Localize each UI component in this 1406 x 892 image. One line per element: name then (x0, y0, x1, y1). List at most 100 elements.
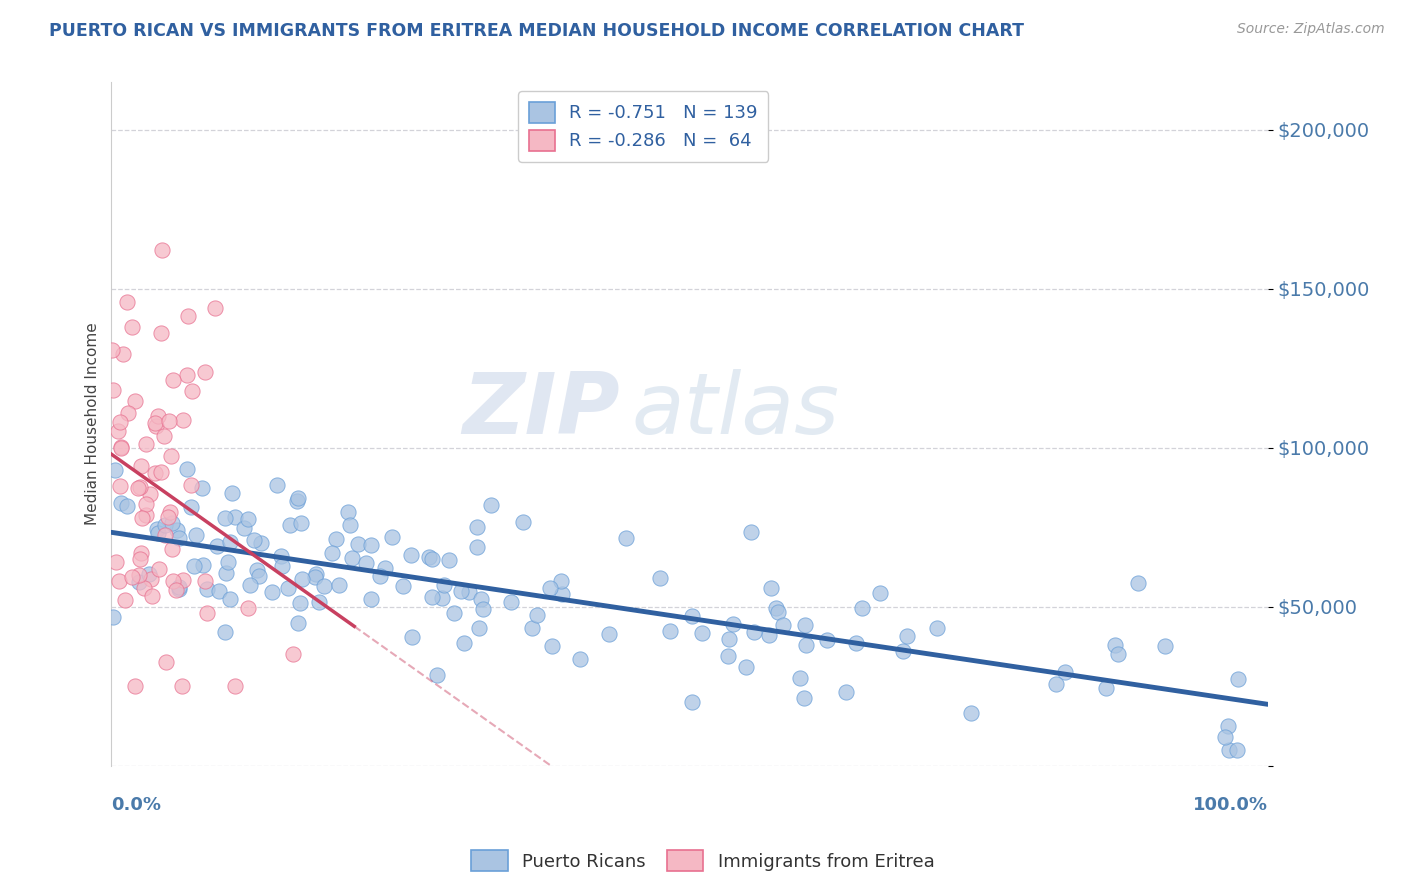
Point (193, 558, 215, 572)
Point (236, 512, 259, 526)
Point (105, 555, 128, 569)
Point (1104, 638, 1126, 652)
Point (721, 616, 744, 631)
Point (239, 578, 262, 592)
Point (845, 636, 868, 650)
Point (166, 523, 188, 537)
Point (659, 624, 682, 638)
Point (692, 625, 714, 640)
Point (115, 499, 138, 513)
Point (176, 368, 198, 383)
Point (740, 525, 762, 540)
Point (347, 537, 370, 551)
Point (896, 629, 918, 643)
Point (110, 415, 132, 429)
Point (153, 517, 176, 532)
Point (183, 559, 205, 574)
Point (172, 679, 194, 693)
Point (148, 561, 170, 575)
Point (101, 343, 124, 357)
Point (433, 578, 456, 592)
Point (1107, 647, 1129, 661)
Point (328, 578, 350, 592)
Point (139, 572, 162, 586)
Point (465, 520, 488, 534)
Point (157, 413, 180, 427)
Point (129, 551, 152, 566)
Point (169, 580, 191, 594)
Point (110, 496, 132, 510)
Point (418, 550, 440, 565)
Point (107, 574, 129, 589)
Point (103, 384, 125, 398)
Point (439, 553, 461, 567)
Point (153, 429, 176, 443)
Point (180, 478, 202, 492)
Point (815, 633, 838, 648)
Point (148, 409, 170, 424)
Point (221, 486, 243, 500)
Point (717, 632, 740, 646)
Point (277, 581, 299, 595)
Point (110, 479, 132, 493)
Point (150, 244, 173, 258)
Point (1218, 743, 1240, 757)
Point (354, 556, 377, 570)
Point (138, 566, 160, 581)
Point (146, 526, 169, 541)
Point (110, 440, 132, 454)
Point (789, 672, 811, 686)
Point (155, 655, 177, 669)
Point (238, 600, 260, 615)
Point (160, 541, 183, 556)
Point (288, 596, 311, 610)
Point (242, 533, 264, 548)
Point (598, 627, 620, 641)
Point (742, 624, 765, 639)
Point (927, 621, 949, 635)
Point (121, 570, 143, 584)
Point (360, 592, 382, 607)
Point (131, 510, 153, 524)
Point (471, 602, 494, 616)
Point (1213, 730, 1236, 744)
Point (172, 412, 194, 426)
Point (512, 515, 534, 529)
Point (794, 617, 817, 632)
Point (1126, 576, 1149, 591)
Point (141, 589, 163, 603)
Point (124, 393, 146, 408)
Point (401, 630, 423, 644)
Point (184, 527, 207, 541)
Text: 100.0%: 100.0% (1192, 797, 1268, 814)
Point (285, 494, 308, 508)
Point (526, 608, 548, 623)
Point (550, 574, 572, 588)
Point (1226, 743, 1249, 757)
Point (250, 536, 273, 550)
Point (551, 587, 574, 601)
Point (312, 579, 335, 593)
Point (127, 481, 149, 495)
Point (538, 581, 561, 595)
Legend: R = -0.751   N = 139, R = -0.286   N =  64: R = -0.751 N = 139, R = -0.286 N = 64 (519, 91, 768, 161)
Point (224, 510, 246, 524)
Point (214, 625, 236, 640)
Point (146, 523, 169, 537)
Point (124, 679, 146, 693)
Text: Source: ZipAtlas.com: Source: ZipAtlas.com (1237, 22, 1385, 37)
Point (1227, 672, 1250, 686)
Point (134, 581, 156, 595)
Point (224, 679, 246, 693)
Point (1216, 719, 1239, 733)
Point (308, 595, 330, 609)
Point (453, 636, 475, 650)
Point (368, 569, 391, 583)
Point (761, 582, 783, 596)
Point (194, 574, 217, 588)
Point (208, 583, 231, 598)
Point (145, 416, 167, 430)
Point (765, 601, 787, 615)
Point (159, 505, 181, 519)
Point (793, 690, 815, 705)
